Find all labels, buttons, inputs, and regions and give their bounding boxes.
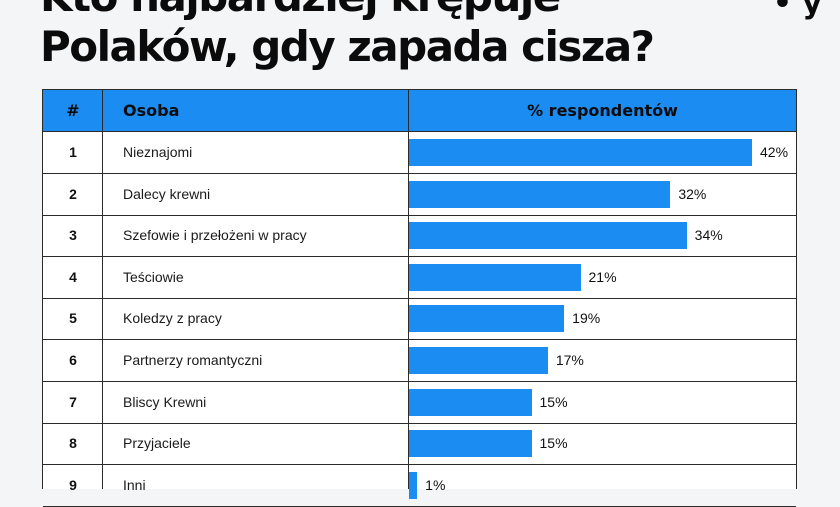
bar <box>409 430 532 458</box>
column-divider <box>102 90 103 489</box>
row-person-label: Koledzy z pracy <box>123 310 222 327</box>
bar-value-label: 15% <box>539 435 568 452</box>
header-percent: % respondentów <box>527 101 678 120</box>
table-row: 7 Bliscy Krewni 15% <box>43 382 796 424</box>
bar-value-label: 34% <box>694 227 723 244</box>
row-person-label: Dalecy krewni <box>123 185 211 202</box>
bar <box>409 222 687 250</box>
row-person-label: Szefowie i przełożeni w pracy <box>123 227 307 244</box>
row-person-label: Teściowie <box>123 268 184 285</box>
bar <box>409 347 548 374</box>
row-rank: 9 <box>69 476 77 493</box>
bar-value-label: 1% <box>425 476 446 493</box>
bar-value-label: 15% <box>539 393 568 410</box>
bar-value-label: 32% <box>678 185 707 202</box>
header-rank: # <box>66 101 80 120</box>
table-row: 9 Inni 1% <box>43 465 796 507</box>
row-rank: 7 <box>69 393 77 410</box>
row-rank: 6 <box>69 352 77 368</box>
row-rank: 5 <box>69 310 77 327</box>
results-table: # Osoba % respondentów 1 Nieznajomi 42% 2 Da… <box>42 89 797 507</box>
table-row: 5 Koledzy z pracy 19% <box>43 298 796 341</box>
bar <box>409 180 671 208</box>
table-row: 3 Szefowie i przełożeni w pracy 34% <box>43 215 796 258</box>
row-rank: 3 <box>69 227 77 244</box>
bar <box>409 471 418 499</box>
bar-value-label: 21% <box>588 268 617 285</box>
bar <box>409 305 565 333</box>
row-person-label: Bliscy Krewni <box>123 393 207 410</box>
row-rank: 1 <box>69 144 77 160</box>
bar <box>409 388 532 416</box>
row-rank: 8 <box>69 435 77 452</box>
header-person: Osoba <box>123 101 180 120</box>
table-row: 8 Przyjaciele 15% <box>43 423 796 466</box>
bar <box>409 263 581 291</box>
page-title-line-2: Polaków, gdy zapada cisza? <box>40 22 655 71</box>
table-row: 1 Nieznajomi 42% <box>43 132 796 174</box>
row-rank: 2 <box>69 185 77 202</box>
row-person-label: Inni <box>123 476 146 493</box>
table-row: 4 Teściowie 21% <box>43 257 796 299</box>
column-divider <box>408 90 409 489</box>
row-rank: 4 <box>69 268 77 285</box>
brand-logo-fragment: • y <box>772 0 822 21</box>
row-person-label: Przyjaciele <box>123 435 191 452</box>
bar-value-label: 19% <box>572 310 601 327</box>
bar <box>409 139 752 166</box>
page-title-line-1: Kto najbardziej krępuje <box>40 0 561 22</box>
row-person-label: Nieznajomi <box>123 144 193 160</box>
table-row: 2 Dalecy krewni 32% <box>43 174 796 216</box>
table-header: # Osoba % respondentów <box>43 90 796 132</box>
table-row: 6 Partnerzy romantyczni 17% <box>43 340 796 382</box>
bar-value-label: 17% <box>555 352 584 368</box>
row-person-label: Partnerzy romantyczni <box>123 352 263 368</box>
bar-value-label: 42% <box>760 144 789 160</box>
